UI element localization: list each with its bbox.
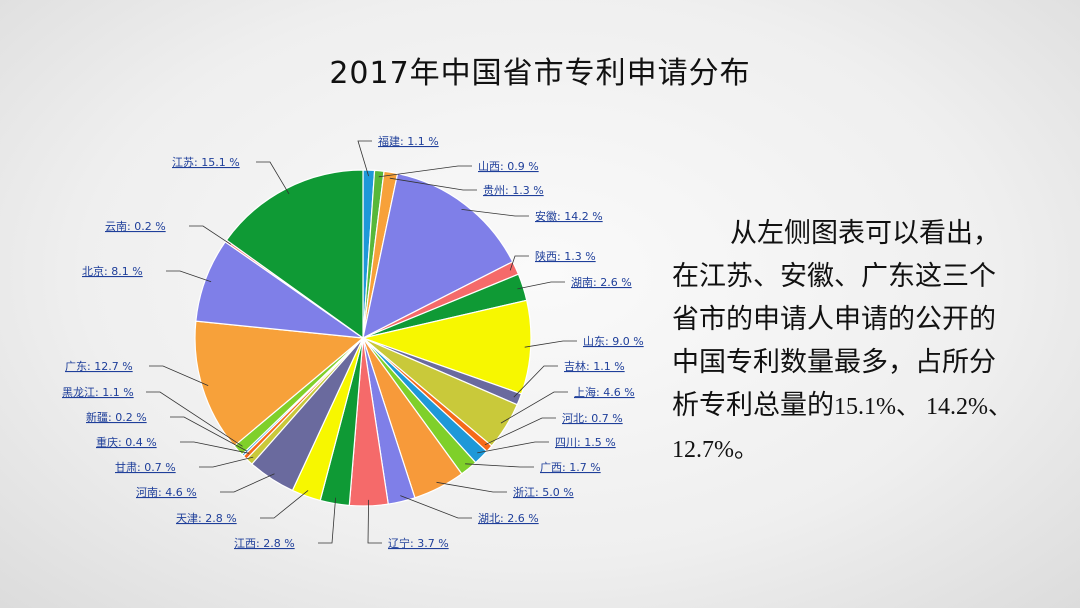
desc-line-1: 从左侧图表可以看出， <box>730 218 1000 249</box>
slice-label-安徽: 安徽: 14.2 % <box>535 209 603 223</box>
slice-label-天津: 天津: 2.8 % <box>176 512 237 525</box>
leader-line-云南 <box>189 225 232 245</box>
slide-title: 2017年中国省市专利申请分布 <box>329 56 751 91</box>
slice-label-新疆: 新疆: 0.2 % <box>86 410 147 424</box>
pie-chart: 福建: 1.1 % 山西: 0.9 % 贵州: 1.3 % 安徽: 14.2 % 陕西:… <box>62 134 644 550</box>
slice-label-河北: 河北: 0.7 % <box>562 412 623 425</box>
slice-label-北京: 北京: 8.1 % <box>82 264 143 278</box>
leader-line-北京 <box>166 270 212 283</box>
slice-label-湖北: 湖北: 2.6 % <box>478 512 539 525</box>
desc-line-4: 中国专利数量最多，占所分 <box>672 347 996 378</box>
leader-line-山东 <box>524 340 577 348</box>
slice-label-广东: 广东: 12.7 % <box>65 360 133 373</box>
desc-line-5: 析专利总量的15.1%、 14.2%、 <box>672 384 1072 429</box>
leader-line-黑龙江 <box>146 391 243 447</box>
leader-line-重庆 <box>180 441 250 454</box>
slice-label-湖南: 湖南: 2.6 % <box>571 276 632 289</box>
desc-line-3: 省市的申请人申请的公开的 <box>672 304 996 335</box>
slice-label-上海: 上海: 4.6 % <box>574 385 635 399</box>
leader-line-陕西 <box>509 255 529 271</box>
slice-label-福建: 福建: 1.1 % <box>378 134 439 148</box>
leader-line-江苏 <box>256 161 290 195</box>
slice-label-贵州: 贵州: 1.3 % <box>483 184 544 197</box>
leader-line-天津 <box>260 490 309 519</box>
leader-line-上海 <box>500 391 568 424</box>
leader-line-贵州 <box>389 177 477 191</box>
slice-label-广西: 广西: 1.7 % <box>540 461 601 474</box>
description-text: 从左侧图表可以看出， 在江苏、安徽、广东这三个 省市的申请人申请的公开的 中国专… <box>672 212 1072 472</box>
slice-label-江苏: 江苏: 15.1 % <box>172 156 240 169</box>
desc-line-6: 12.7%。 <box>672 437 758 463</box>
leader-line-浙江 <box>436 481 507 493</box>
slice-label-重庆: 重庆: 0.4 % <box>96 435 157 449</box>
slice-label-江西: 江西: 2.8 % <box>234 537 295 550</box>
leader-line-广西 <box>465 463 534 468</box>
leader-line-河北 <box>484 417 556 446</box>
slice-label-陕西: 陕西: 1.3 % <box>535 249 596 263</box>
slice-label-云南: 云南: 0.2 % <box>105 220 166 233</box>
pie-slice-安徽 <box>362 172 514 340</box>
slice-label-浙江: 浙江: 5.0 % <box>513 486 574 499</box>
leader-line-福建 <box>357 140 372 177</box>
leader-line-辽宁 <box>367 499 382 544</box>
pie-slice-山东 <box>360 299 532 395</box>
leader-line-四川 <box>477 441 549 454</box>
leader-line-山西 <box>378 165 472 178</box>
desc-line-2: 在江苏、安徽、广东这三个 <box>672 261 996 292</box>
leader-line-甘肃 <box>199 456 254 468</box>
leader-line-新疆 <box>170 416 248 452</box>
slice-label-吉林: 吉林: 1.1 % <box>564 359 625 373</box>
leader-line-江西 <box>318 497 336 544</box>
leader-line-湖北 <box>400 495 472 519</box>
slice-label-山东: 山东: 9.0 % <box>583 335 644 348</box>
desc-line-5-text: 析专利总量的 <box>672 390 834 421</box>
leader-line-安徽 <box>461 209 529 217</box>
desc-line-5-percentages: 15.1%、 14.2%、 <box>834 394 1012 420</box>
leader-line-吉林 <box>513 365 558 398</box>
slice-label-山西: 山西: 0.9 % <box>478 160 539 173</box>
slice-label-四川: 四川: 1.5 % <box>555 436 616 449</box>
slice-label-辽宁: 辽宁: 3.7 % <box>388 536 449 550</box>
leader-line-广东 <box>149 365 209 386</box>
slice-label-甘肃: 甘肃: 0.7 % <box>115 461 176 474</box>
leader-line-湖南 <box>517 281 565 290</box>
leader-line-河南 <box>220 473 275 493</box>
slice-label-河南: 河南: 4.6 % <box>136 486 197 499</box>
pie-slice-广东 <box>194 320 365 447</box>
slice-label-黑龙江: 黑龙江: 1.1 % <box>62 386 134 399</box>
